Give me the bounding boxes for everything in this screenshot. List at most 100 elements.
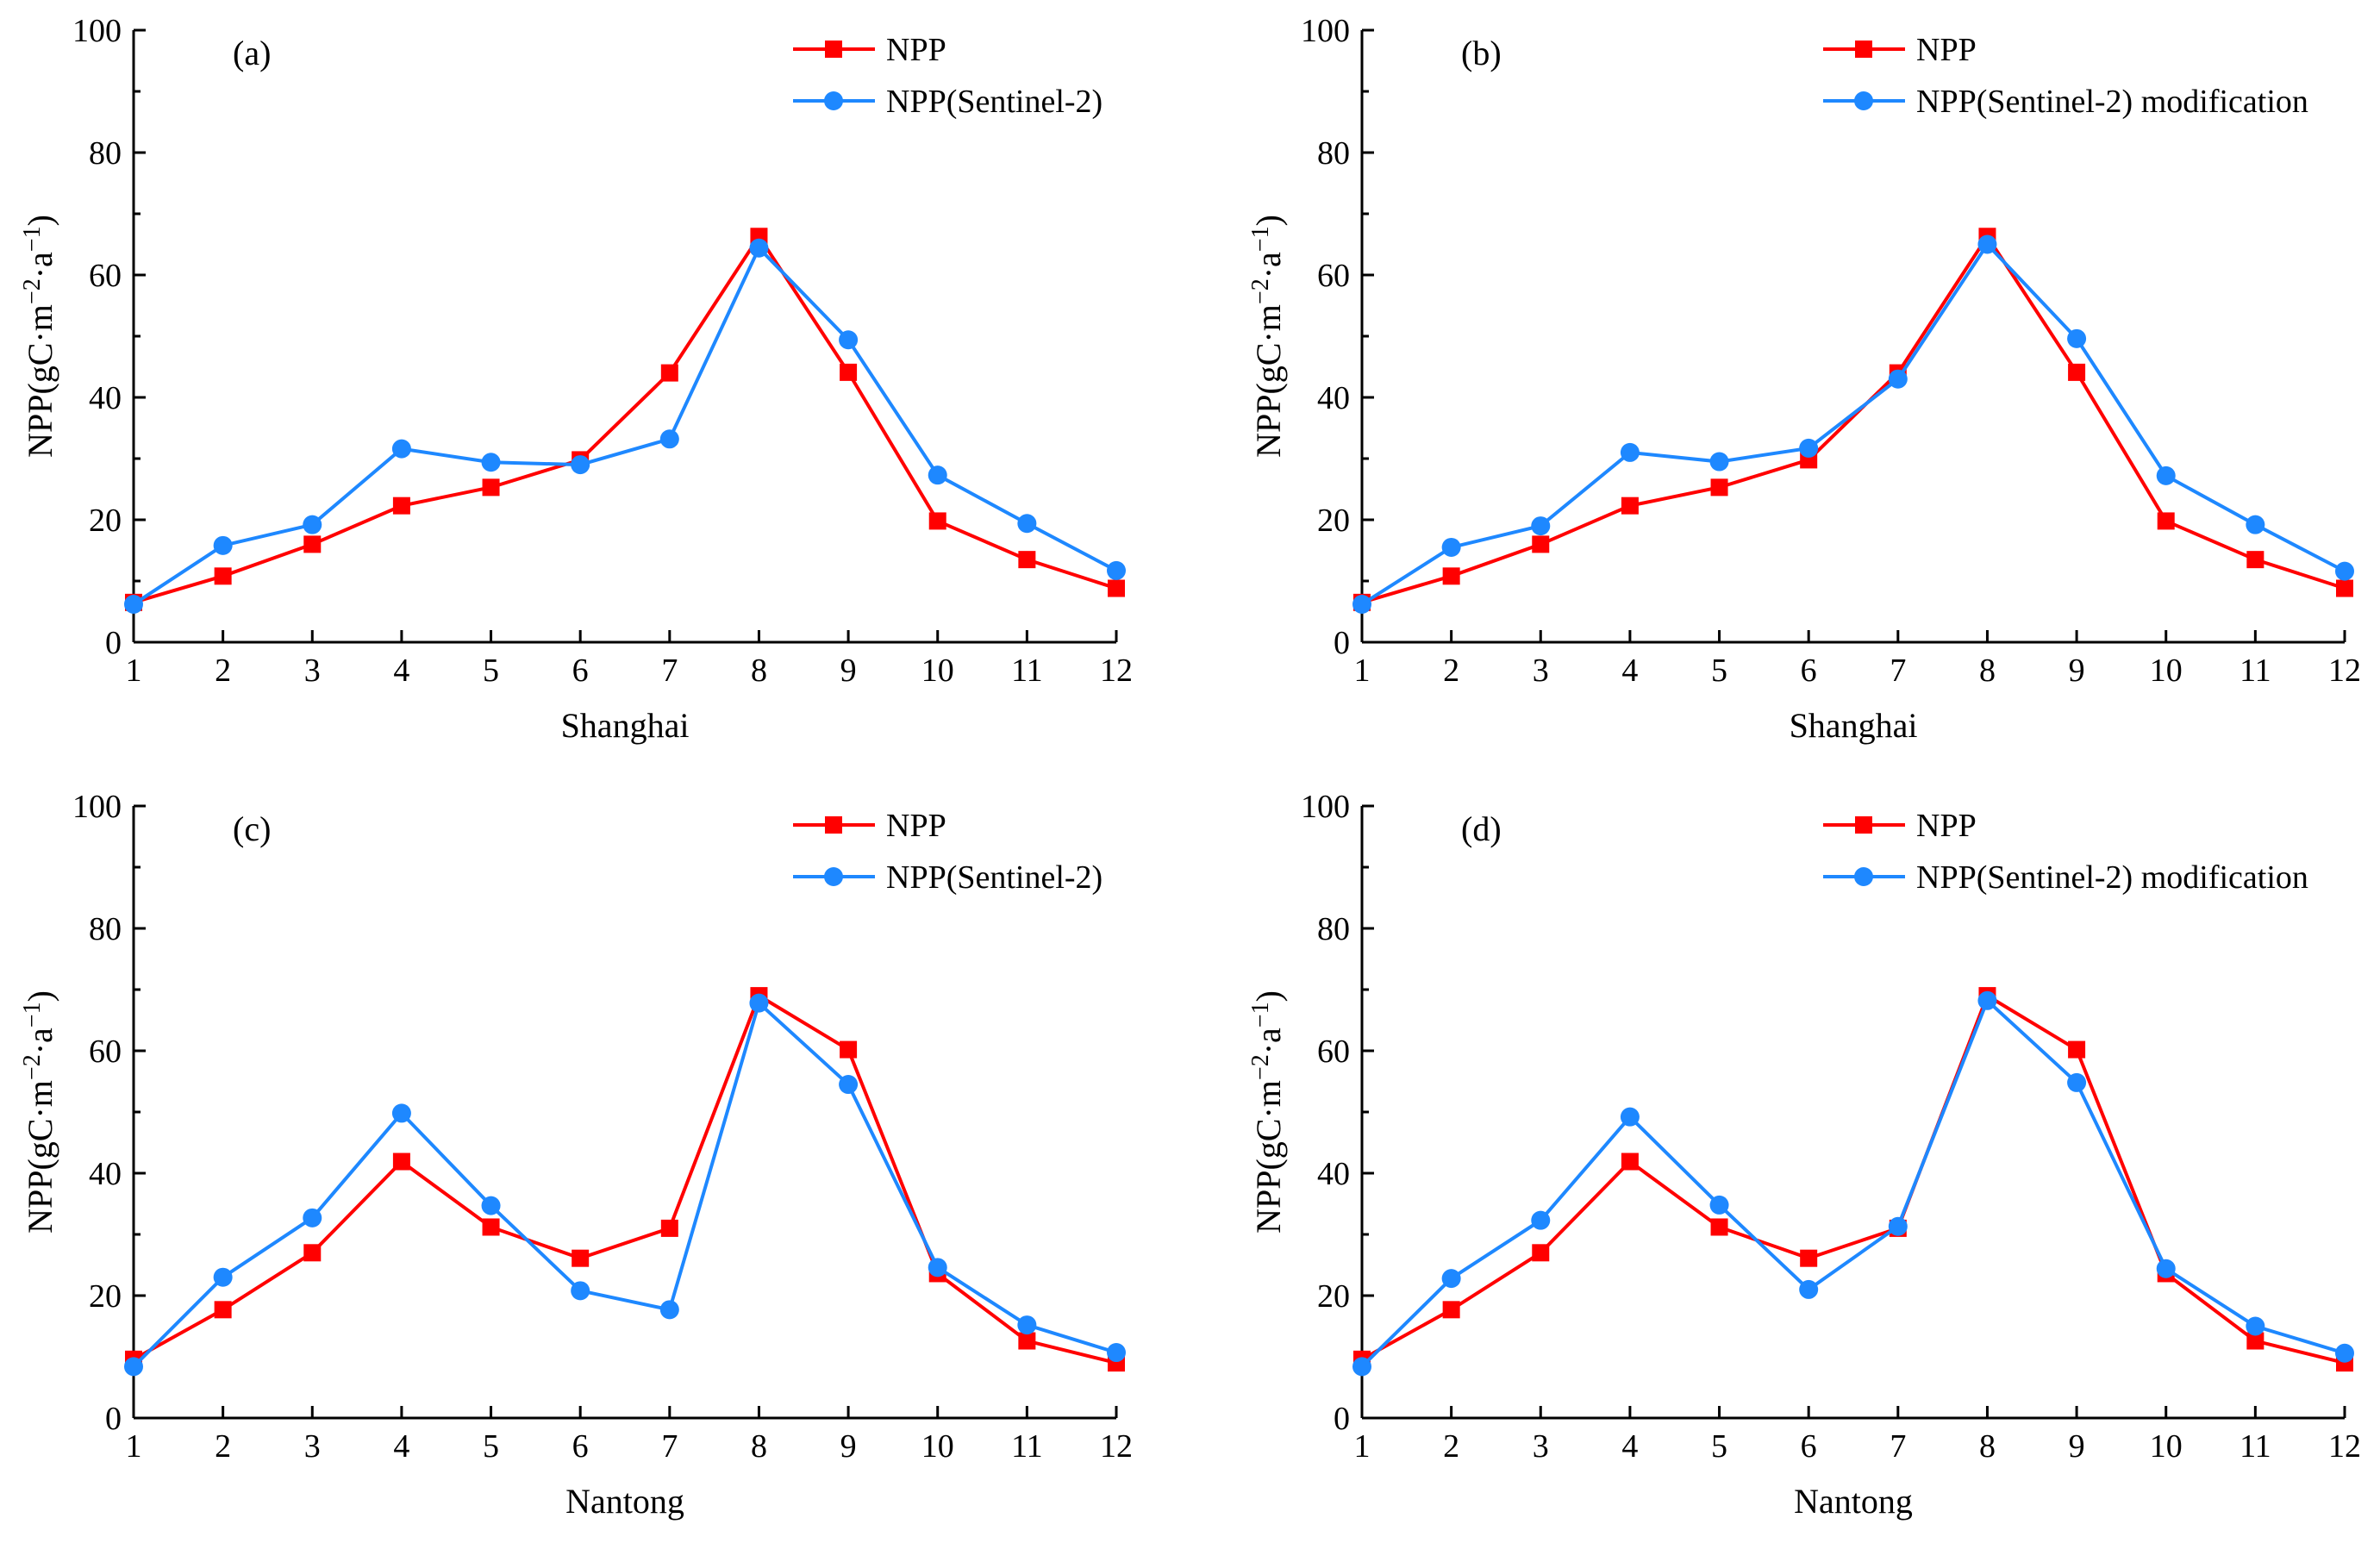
x-tick-label: 5 — [1711, 653, 1727, 689]
x-tick-label: 10 — [921, 653, 954, 689]
legend-entry: NPP — [793, 32, 946, 68]
x-tick-label: 1 — [1354, 653, 1371, 689]
data-point — [839, 1075, 859, 1095]
x-tick-label: 12 — [2328, 1428, 2361, 1465]
y-axis-title: NPP(gC·m−2·a−1) — [1247, 215, 1288, 458]
series-npp — [125, 987, 1125, 1372]
legend-marker — [1854, 867, 1873, 886]
data-point — [572, 1249, 590, 1267]
y-tick-label: 20 — [1317, 1278, 1350, 1315]
y-tick-label: 40 — [89, 1156, 122, 1192]
data-point — [1888, 1216, 1908, 1236]
data-point — [928, 512, 946, 530]
legend-marker — [1855, 816, 1872, 834]
data-point — [1799, 1279, 1819, 1299]
data-point — [1799, 438, 1819, 458]
x-tick-label: 2 — [215, 653, 231, 689]
x-tick-label: 10 — [2150, 653, 2183, 689]
x-tick-label: 8 — [751, 1428, 767, 1465]
y-tick-label: 20 — [89, 1278, 122, 1315]
panel-label: (d) — [1461, 809, 1502, 848]
panel-label: (a) — [233, 34, 271, 72]
x-axis-title: Shanghai — [561, 706, 690, 745]
data-point — [1531, 1210, 1551, 1230]
x-tick-label: 10 — [2150, 1428, 2183, 1465]
data-point — [303, 1208, 322, 1228]
data-point — [1977, 234, 1997, 254]
legend-entry: NPP(Sentinel-2) modification — [1823, 84, 2308, 120]
data-point — [2246, 1316, 2265, 1336]
data-point — [213, 1267, 233, 1287]
data-point — [1441, 537, 1461, 557]
legend-entry: NPP — [1823, 32, 1977, 68]
x-tick-label: 6 — [1801, 1428, 1817, 1465]
x-tick-label: 12 — [1100, 1428, 1133, 1465]
x-tick-label: 3 — [304, 1428, 321, 1465]
data-point — [214, 567, 232, 585]
x-tick-label: 8 — [1979, 653, 1996, 689]
data-point — [839, 330, 859, 350]
x-tick-label: 5 — [483, 1428, 499, 1465]
data-point — [2335, 561, 2354, 581]
data-point — [1107, 560, 1126, 580]
data-point — [2246, 515, 2265, 534]
x-tick-label: 2 — [1443, 1428, 1459, 1465]
y-axis-title: NPP(gC·m−2·a−1) — [19, 990, 59, 1234]
legend-entry: NPP — [1823, 808, 1977, 844]
legend-entry: NPP(Sentinel-2) — [793, 84, 1103, 120]
x-tick-label: 6 — [572, 653, 589, 689]
x-tick-label: 9 — [840, 1428, 857, 1465]
x-tick-label: 3 — [1533, 1428, 1549, 1465]
data-point — [840, 1040, 858, 1059]
y-axis-title-mid: ·a — [1249, 252, 1288, 278]
legend-marker — [1854, 91, 1873, 110]
x-tick-label: 11 — [2239, 1428, 2271, 1465]
series-sentinel — [124, 238, 1126, 614]
y-axis-title-exp2: −1 — [1247, 226, 1274, 252]
series-sentinel — [1352, 990, 2354, 1377]
data-point — [2246, 1332, 2264, 1350]
data-point — [1621, 497, 1639, 515]
y-axis-title-end: ) — [21, 990, 59, 1002]
data-point — [481, 1196, 501, 1215]
x-tick-label: 10 — [921, 1428, 954, 1465]
data-point — [928, 465, 947, 485]
y-tick-label: 40 — [1317, 1156, 1350, 1192]
x-tick-label: 6 — [1801, 653, 1817, 689]
y-tick-label: 20 — [89, 503, 122, 539]
data-point — [1352, 1357, 1371, 1377]
x-tick-label: 2 — [1443, 653, 1459, 689]
data-point — [1018, 551, 1036, 569]
y-axis-title-end: ) — [1249, 215, 1288, 226]
y-tick-label: 0 — [105, 625, 122, 661]
y-axis-title-end: ) — [21, 215, 59, 226]
data-point — [660, 1219, 678, 1237]
y-axis-title-exp2: −1 — [1247, 1002, 1274, 1028]
data-point — [2067, 328, 2087, 348]
x-tick-label: 12 — [2328, 653, 2361, 689]
legend-label: NPP — [886, 808, 946, 844]
x-axis-title: Shanghai — [1790, 706, 1918, 745]
x-tick-label: 4 — [393, 653, 409, 689]
x-tick-label: 3 — [1533, 653, 1549, 689]
x-tick-label: 8 — [1979, 1428, 1996, 1465]
data-point — [1532, 1244, 1550, 1262]
data-point — [1017, 1315, 1037, 1335]
y-tick-label: 80 — [1317, 135, 1350, 172]
y-axis-title: NPP(gC·m−2·a−1) — [1247, 990, 1288, 1234]
y-tick-label: 60 — [1317, 1034, 1350, 1070]
data-point — [391, 439, 411, 459]
data-point — [1709, 452, 1729, 472]
legend-entry: NPP(Sentinel-2) modification — [1823, 859, 2308, 896]
x-tick-label: 2 — [215, 1428, 231, 1465]
x-tick-label: 11 — [2239, 653, 2271, 689]
data-point — [2156, 1259, 2176, 1278]
data-point — [213, 535, 233, 555]
x-tick-label: 7 — [1890, 1428, 1906, 1465]
data-point — [571, 455, 590, 475]
x-tick-label: 7 — [661, 1428, 678, 1465]
data-point — [2068, 1040, 2086, 1059]
series-line — [1360, 241, 2346, 606]
